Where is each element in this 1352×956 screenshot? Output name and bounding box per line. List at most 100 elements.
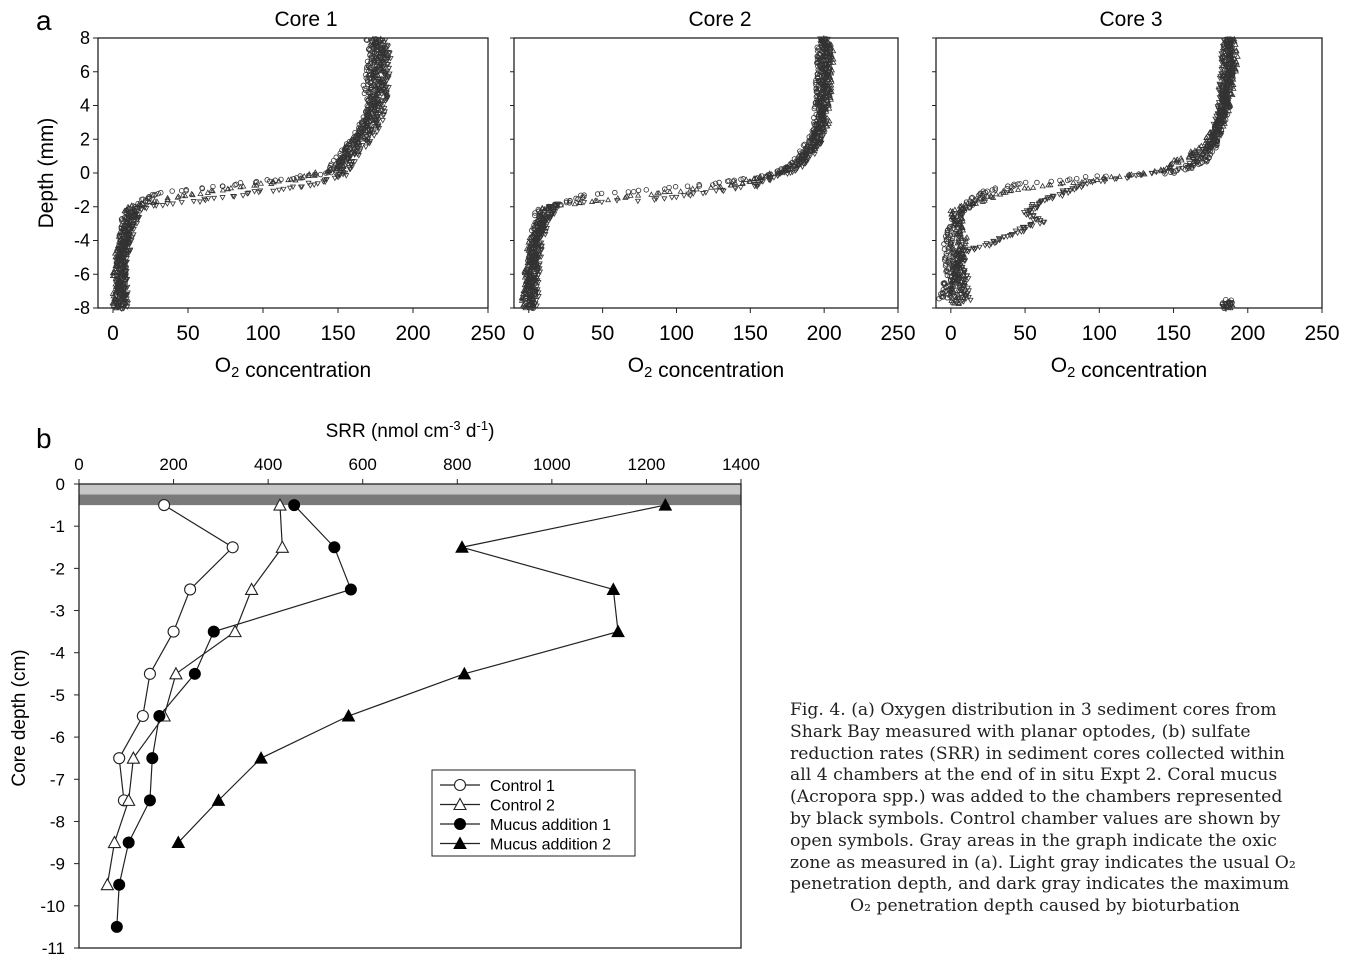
data-point — [822, 78, 829, 85]
data-point — [121, 262, 128, 269]
data-point — [813, 119, 820, 125]
data-point — [345, 165, 353, 171]
data-point — [1020, 210, 1028, 216]
data-point — [687, 193, 694, 199]
data-point — [118, 295, 126, 302]
data-point — [118, 221, 125, 228]
plot-title: Core 1 — [274, 8, 337, 31]
plot-frame — [513, 37, 899, 309]
data-point — [1215, 135, 1222, 142]
data-point — [184, 583, 197, 596]
data-point — [1039, 182, 1046, 189]
data-point — [115, 272, 122, 279]
data-point — [351, 147, 358, 154]
data-point — [1227, 50, 1234, 56]
data-point — [816, 120, 824, 127]
caption-line: Fig. 4. (a) Oxygen distribution in 3 sed… — [790, 700, 1277, 720]
data-point — [1128, 171, 1135, 177]
data-point — [951, 206, 958, 212]
data-point — [673, 194, 680, 201]
data-point — [1057, 180, 1064, 187]
data-point — [672, 184, 679, 190]
data-point — [726, 178, 732, 184]
x-tick-label: 100 — [245, 322, 280, 345]
data-point — [957, 211, 964, 217]
data-point — [151, 197, 158, 204]
data-point — [145, 194, 152, 201]
data-point — [275, 540, 290, 553]
data-point — [384, 68, 391, 75]
data-point — [557, 201, 564, 208]
data-point — [518, 294, 525, 301]
data-point — [1137, 172, 1144, 179]
panel-b-letter: b — [36, 423, 52, 454]
data-point — [1229, 91, 1236, 98]
data-point — [658, 498, 673, 511]
data-point — [1108, 173, 1115, 180]
data-point — [530, 273, 537, 279]
data-point — [611, 624, 625, 638]
data-point — [959, 286, 967, 293]
data-point — [114, 277, 121, 283]
data-point — [1225, 98, 1232, 104]
data-point — [379, 118, 386, 124]
data-point — [1008, 187, 1015, 193]
data-point — [231, 194, 238, 200]
x-tick-label: 1000 — [533, 455, 571, 474]
data-point — [812, 143, 819, 149]
data-point — [635, 192, 642, 198]
data-point — [1220, 88, 1227, 95]
x-tick-label: 50 — [176, 322, 199, 345]
data-point — [580, 200, 588, 206]
data-point — [257, 188, 264, 194]
data-point — [990, 238, 997, 245]
data-point — [786, 161, 793, 167]
data-point — [598, 199, 605, 206]
data-point — [205, 196, 212, 202]
data-point — [797, 161, 804, 168]
data-point — [956, 281, 963, 288]
data-point — [158, 190, 164, 196]
data-point — [952, 226, 960, 232]
data-point — [1214, 111, 1221, 117]
data-point — [776, 171, 784, 178]
data-point — [594, 191, 601, 197]
data-point — [625, 189, 632, 195]
data-point — [1004, 185, 1010, 192]
data-point — [814, 102, 821, 108]
data-point — [264, 177, 270, 183]
data-point — [1151, 167, 1158, 174]
data-point — [1179, 165, 1186, 172]
data-point — [947, 226, 953, 232]
x-tick-label: 0 — [523, 322, 535, 345]
data-point — [545, 211, 552, 218]
data-point — [360, 125, 367, 131]
data-point — [1220, 106, 1227, 113]
data-point — [1233, 47, 1240, 53]
data-point — [816, 55, 822, 61]
data-point — [155, 190, 161, 197]
data-point — [143, 794, 156, 807]
data-point — [367, 138, 374, 145]
data-point — [382, 37, 389, 44]
data-point — [953, 253, 960, 260]
data-point — [799, 164, 806, 170]
x-tick-label: 200 — [159, 455, 187, 474]
data-point — [362, 85, 368, 92]
data-point — [536, 208, 543, 215]
data-point — [804, 155, 811, 161]
data-point — [521, 274, 529, 280]
data-point — [820, 74, 827, 80]
data-point — [758, 178, 765, 184]
data-point — [581, 192, 587, 198]
x-tick-label: 1200 — [628, 455, 666, 474]
data-point — [1220, 300, 1226, 306]
data-point — [153, 203, 160, 209]
data-point — [747, 178, 754, 184]
data-point — [830, 59, 837, 65]
oxygen-profile-series — [522, 36, 830, 312]
data-point — [117, 245, 125, 252]
data-point — [739, 179, 746, 186]
data-point — [113, 878, 126, 891]
data-point — [970, 199, 977, 205]
